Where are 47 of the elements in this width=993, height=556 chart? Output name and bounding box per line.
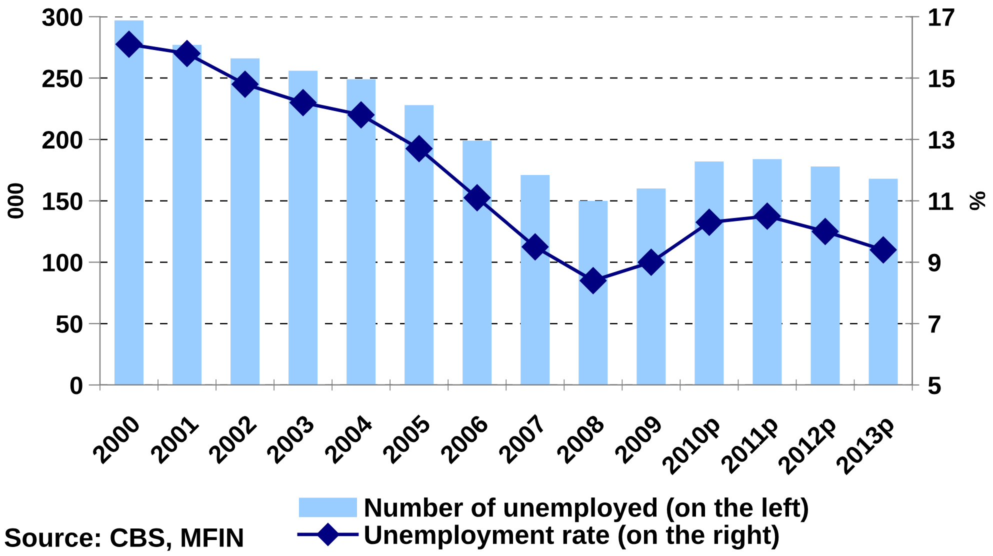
bar (114, 20, 144, 385)
point (116, 30, 142, 58)
point (522, 233, 549, 260)
bar (752, 159, 782, 385)
y2-tick-label: 7 (928, 315, 940, 333)
bar (810, 166, 840, 385)
legend-label: Number of unemployed (on the left) (365, 498, 808, 522)
legend-label: Unemployment rate (on the right) (365, 524, 779, 550)
point (754, 202, 781, 230)
y2-tick-label: 5 (928, 376, 941, 394)
bar (694, 162, 724, 385)
bar (346, 79, 376, 385)
y2-axis-title: % (970, 192, 986, 210)
point (870, 236, 897, 264)
y-axis-title: 000 (8, 183, 24, 218)
point (812, 218, 839, 245)
bar (404, 105, 434, 385)
y-tick-label: 200 (42, 131, 82, 149)
bar (578, 200, 608, 385)
y2-tick-label: 13 (929, 131, 954, 149)
point (696, 208, 723, 236)
bar (288, 70, 318, 385)
y-tick-label: 0 (70, 376, 82, 394)
source-note: Source: CBS, MFIN (4, 528, 243, 551)
point (638, 248, 665, 276)
bar (462, 140, 492, 385)
bar (520, 175, 550, 385)
bar (230, 58, 260, 385)
bar (172, 44, 202, 385)
y-tick-label: 250 (42, 70, 82, 88)
y-tick-label: 50 (56, 315, 82, 333)
point (406, 135, 433, 162)
y-tick-label: 100 (43, 254, 82, 272)
y2-tick-label: 11 (929, 192, 954, 210)
point (348, 101, 375, 128)
y2-tick-label: 9 (928, 254, 941, 272)
y2-tick-label: 15 (929, 70, 955, 88)
bar (868, 178, 898, 385)
point (464, 184, 491, 212)
bar (636, 188, 666, 385)
y-tick-label: 300 (42, 8, 82, 26)
y-tick-label: 150 (43, 192, 82, 210)
point (290, 89, 317, 116)
point (580, 267, 607, 294)
point (232, 70, 259, 98)
point (174, 40, 200, 67)
y2-tick-label: 17 (929, 8, 954, 26)
